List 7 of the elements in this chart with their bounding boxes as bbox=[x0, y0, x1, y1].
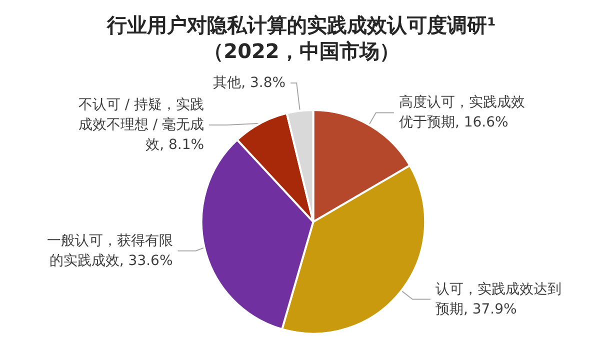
slice-label: 不认可 / 持疑，实践成效不理想 / 毫无成效, 8.1% bbox=[78, 96, 204, 153]
chart-subtitle: （2022，中国市场） bbox=[204, 39, 400, 63]
slice-label: 其他, 3.8% bbox=[213, 74, 286, 91]
slice-label: 一般认可，获得有限的实践成效, 33.6% bbox=[46, 232, 173, 269]
slice-label: 高度认可，实践成效优于预期, 16.6% bbox=[398, 94, 525, 131]
slice-label: 认可，实践成效达到预期, 37.9% bbox=[435, 281, 562, 318]
chart-title: 行业用户对隐私计算的实践成效认可度调研¹ bbox=[106, 13, 496, 37]
